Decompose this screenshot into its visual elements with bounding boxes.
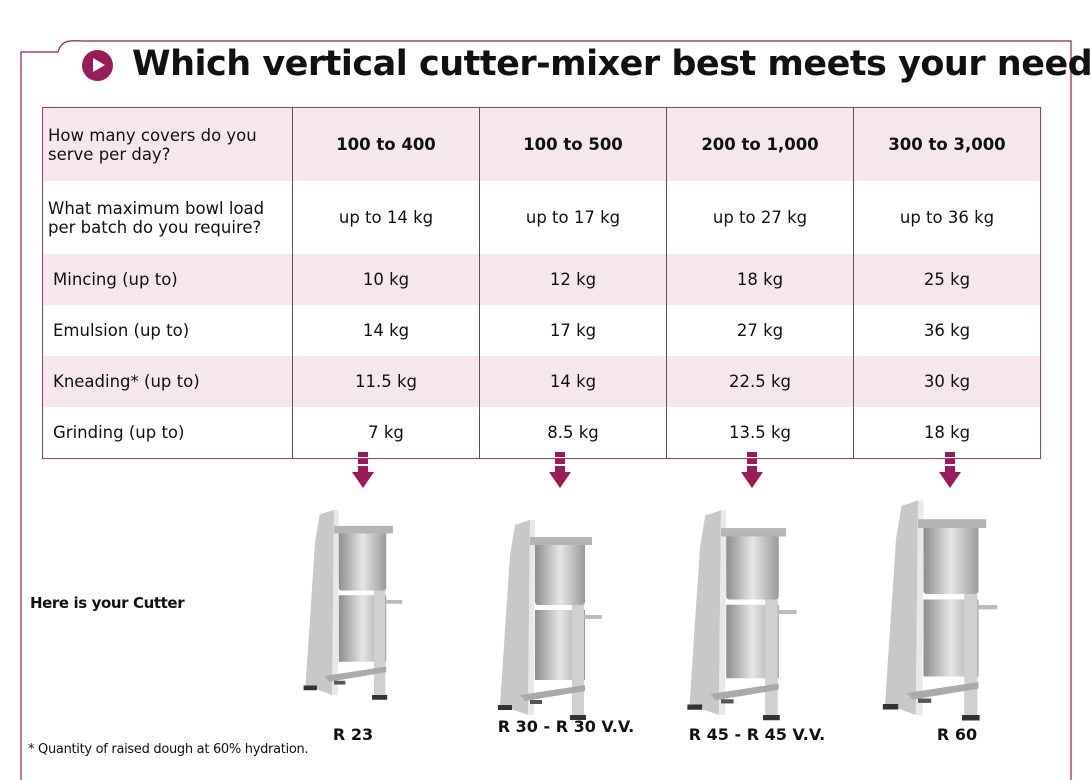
cell: 12 kg — [479, 254, 667, 305]
row-label: Kneading* (up to) — [42, 356, 293, 407]
table-row: Mincing (up to) 10 kg 12 kg 18 kg 25 kg — [42, 254, 1041, 305]
down-arrow-icon — [352, 452, 374, 488]
page-title: Which vertical cutter-mixer best meets y… — [132, 44, 1091, 84]
row-label: Grinding (up to) — [53, 423, 185, 442]
cell: up to 36 kg — [853, 181, 1041, 254]
cell: 100 to 400 — [292, 107, 480, 181]
table-row: What maximum bowl load per batch do you … — [43, 181, 1041, 254]
cell: up to 27 kg — [666, 181, 854, 254]
cell: 300 to 3,000 — [853, 107, 1041, 181]
cell: 36 kg — [853, 305, 1041, 356]
cell: 8.5 kg — [479, 407, 667, 459]
down-arrow-icon — [741, 452, 763, 488]
cell: 10 kg — [292, 254, 480, 305]
cell: up to 14 kg — [292, 181, 480, 254]
cutter-mixer-image — [882, 500, 998, 721]
row-label: Emulsion (up to) — [53, 321, 190, 340]
table-row: How many covers do you serve per day? 10… — [42, 107, 1041, 181]
footnote: * Quantity of raised dough at 60% hydrat… — [28, 742, 309, 757]
table-row: Kneading* (up to) 11.5 kg 14 kg 22.5 kg … — [42, 356, 1041, 407]
cutter-mixer-image — [303, 509, 403, 700]
table-row: Emulsion (up to) 14 kg 17 kg 27 kg 36 kg — [43, 305, 1041, 356]
down-arrow-icon — [939, 452, 961, 488]
cell: 30 kg — [853, 356, 1041, 407]
table-row: Grinding (up to) 7 kg 8.5 kg 13.5 kg 18 … — [43, 407, 1041, 459]
cell: 22.5 kg — [666, 356, 854, 407]
cell: 200 to 1,000 — [666, 107, 854, 181]
model-label: R 60 — [936, 725, 978, 744]
model-label: R 23 — [332, 725, 374, 744]
cutter-mixer-image — [687, 510, 797, 721]
cell: 14 kg — [292, 305, 480, 356]
result-label: Here is your Cutter — [30, 594, 185, 612]
cell: 14 kg — [479, 356, 667, 407]
cell: 7 kg — [292, 407, 480, 459]
cell: 13.5 kg — [666, 407, 854, 459]
row-label: How many covers do you serve per day? — [42, 107, 293, 181]
cell: 25 kg — [853, 254, 1041, 305]
cell: 11.5 kg — [292, 356, 480, 407]
row-label: What maximum bowl load per batch do you … — [48, 198, 265, 237]
cell: 100 to 500 — [479, 107, 667, 181]
cell: 18 kg — [666, 254, 854, 305]
row-label: Mincing (up to) — [42, 254, 293, 305]
cell: up to 17 kg — [479, 181, 667, 254]
play-bullet-icon — [82, 50, 113, 81]
cell: 18 kg — [853, 407, 1041, 459]
cell: 17 kg — [479, 305, 667, 356]
down-arrow-icon — [549, 452, 571, 488]
model-label: R 30 - R 30 V.V. — [497, 717, 635, 736]
cutter-mixer-image — [498, 520, 602, 720]
model-label: R 45 - R 45 V.V. — [688, 725, 826, 744]
comparison-table: How many covers do you serve per day? 10… — [42, 107, 1041, 459]
cell: 27 kg — [666, 305, 854, 356]
